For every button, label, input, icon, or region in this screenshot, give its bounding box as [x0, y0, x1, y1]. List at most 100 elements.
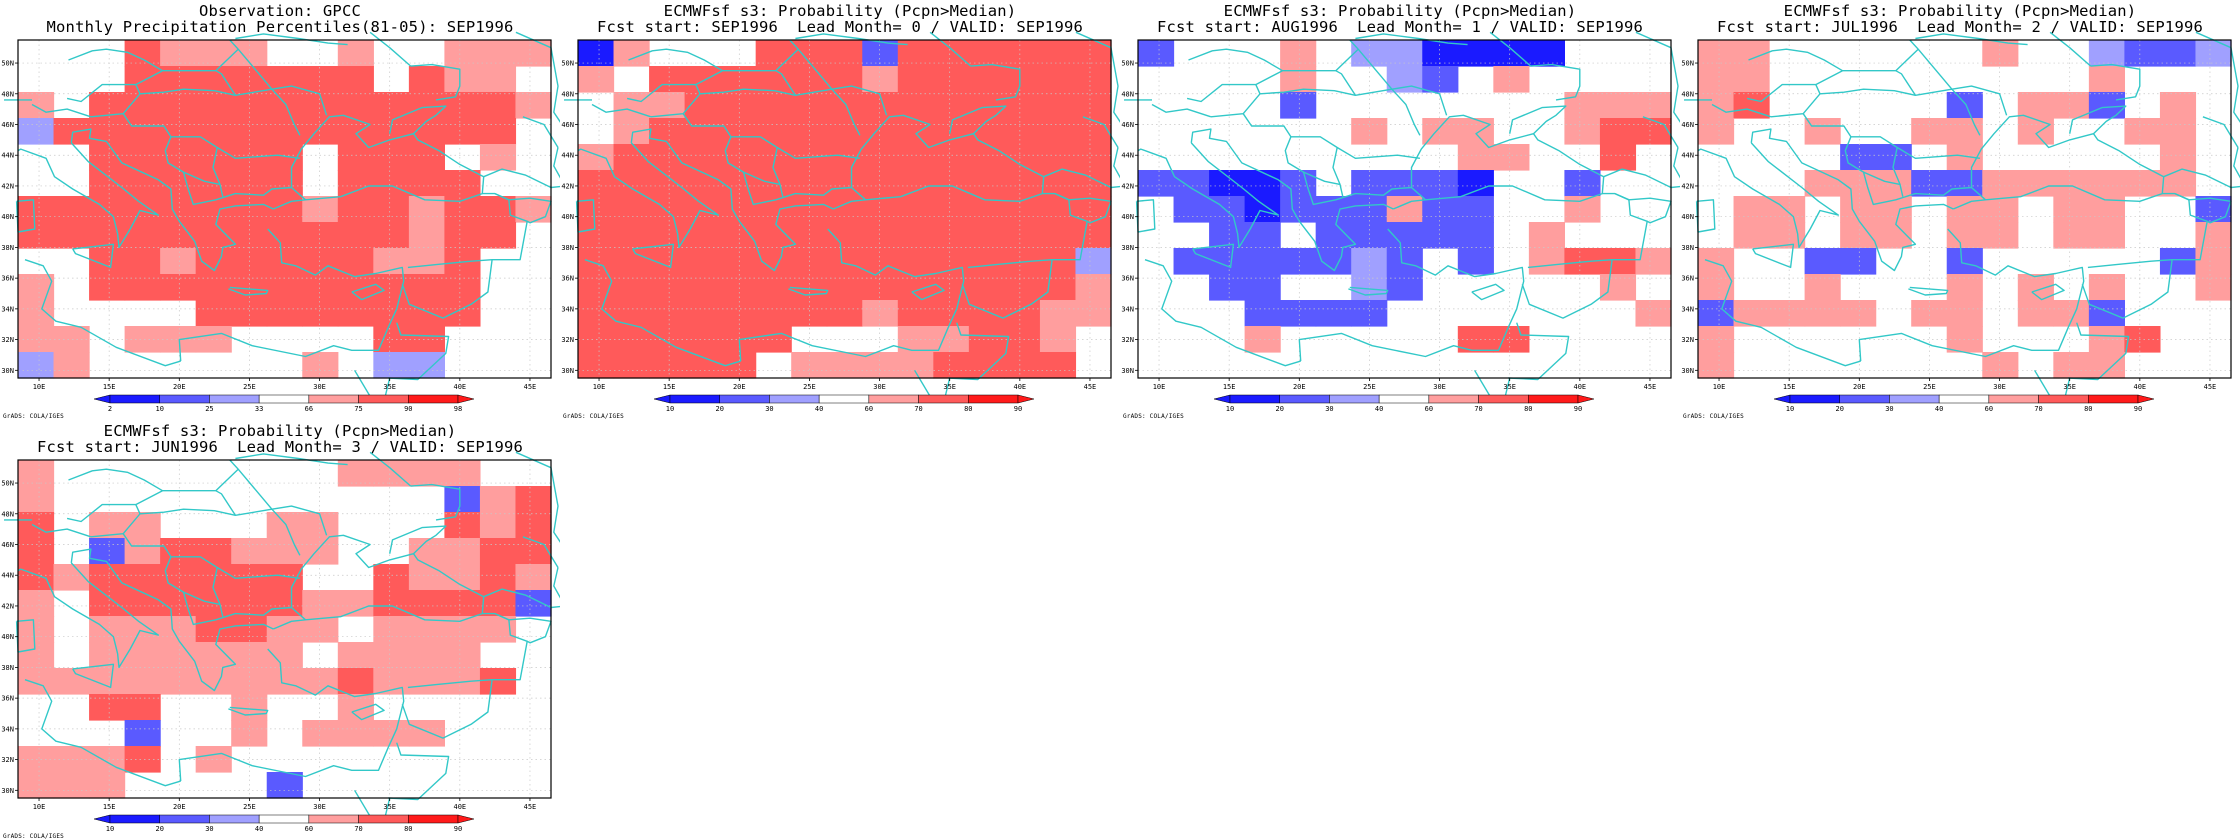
grid-cell: [444, 538, 481, 565]
colorbar-label: 66: [305, 405, 313, 413]
grid-cell: [231, 196, 268, 223]
colorbar-label: 10: [106, 825, 114, 833]
coastline: [1043, 168, 1120, 189]
coastline: [695, 69, 776, 95]
grid-cell: [826, 40, 863, 67]
grid-cell: [408, 590, 445, 617]
grid-cell: [231, 616, 268, 643]
grid-cell: [444, 92, 481, 119]
coastline: [1471, 283, 1505, 301]
grid-cell: [1004, 352, 1041, 379]
grid-cell: [444, 170, 481, 197]
coastline: [369, 451, 412, 487]
grads-credit: GrADS: COLA/IGES: [3, 833, 64, 840]
grid-cell: [160, 274, 197, 301]
grid-cell: [2124, 170, 2161, 197]
grid-cell: [408, 300, 445, 327]
graticule: [1698, 40, 2231, 378]
colorbar-segment: [1378, 394, 1430, 404]
grid-cell: [1004, 274, 1041, 301]
lat-tick-label: 30N: [1, 367, 14, 375]
grid-cell: [1733, 196, 1770, 223]
grid-cell: [1457, 118, 1494, 145]
axis-labels: 10E 15E 20E 25E 30E 35E 40E 45E 30N 32N 34N 36N 38N 4…: [1, 480, 536, 811]
lat-tick-label: 48N: [1681, 90, 1694, 98]
grid-cell: [968, 300, 1005, 327]
colorbar-label: 80: [2084, 405, 2092, 413]
grid-cell: [862, 144, 899, 171]
colorbar-high-arrow: [457, 394, 475, 404]
colorbar-label: 30: [1885, 405, 1893, 413]
grid-cell: [1635, 300, 1672, 327]
colorbar-segment: [358, 394, 409, 404]
grid-cell: [1039, 92, 1077, 119]
coastline: [389, 105, 447, 135]
lat-tick-label: 46N: [1, 121, 14, 129]
coastline: [1137, 142, 1280, 249]
grid-cell: [578, 40, 615, 67]
lon-tick-label: 25E: [243, 803, 256, 811]
grid-cell: [1982, 196, 2019, 223]
coastlines: [564, 31, 1120, 402]
grid-cell: [1635, 92, 1672, 119]
colorbar-label: 90: [454, 825, 462, 833]
grid-cell: [1564, 118, 1601, 145]
colorbar-label: 20: [1835, 405, 1843, 413]
graticule: [1138, 40, 1671, 378]
coastline: [273, 534, 485, 630]
map-frame: [1137, 39, 1672, 379]
grid-cell: [826, 92, 863, 119]
lon-tick-label: 35E: [1503, 383, 1516, 391]
coastline: [122, 533, 300, 580]
grid-cell: [337, 170, 374, 197]
grid-cell: [1386, 40, 1423, 67]
colorbar-segment: [769, 394, 820, 404]
coastline: [1242, 113, 1420, 160]
grid-cell: [1840, 170, 1877, 197]
grid-cell: [649, 66, 686, 93]
lat-tick-label: 42N: [1121, 182, 1134, 190]
grid-cell: [337, 118, 374, 145]
colorbar-high-arrow: [1017, 394, 1035, 404]
lat-tick-label: 36N: [1, 275, 14, 283]
lat-tick-label: 38N: [1, 244, 14, 252]
lat-tick-label: 48N: [1, 90, 14, 98]
grid-cell: [684, 118, 721, 145]
graticule: [18, 460, 551, 798]
grid-cell: [266, 300, 303, 327]
lon-tick-label: 20E: [1853, 383, 1866, 391]
colorbar-label: 2: [108, 405, 112, 413]
grid-cell: [2053, 300, 2090, 327]
lon-tick-label: 10E: [33, 383, 46, 391]
grid-cell: [337, 92, 374, 119]
lon-tick-label: 15E: [1223, 383, 1236, 391]
coastline: [1711, 103, 1772, 118]
grid-cell: [373, 92, 410, 119]
grid-cell: [444, 222, 481, 249]
panel-title: ECMWFsf s3: Probability (Pcpn>Median) Fc…: [1716, 2, 2204, 36]
coastline: [522, 536, 559, 568]
grid-cell: [2053, 352, 2090, 379]
grid-cell: [1422, 196, 1459, 223]
coastline: [1746, 83, 1816, 103]
coastline: [271, 88, 301, 136]
grid-cell: [479, 144, 517, 171]
grid-cell: [124, 668, 161, 695]
grid-cell: [89, 616, 126, 643]
grid-cell: [2088, 66, 2125, 93]
colorbar-label: 20: [715, 405, 723, 413]
grid-cell: [2124, 326, 2161, 353]
grid-cell: [649, 352, 686, 379]
grid-cell: [124, 616, 161, 643]
colorbar-segment: [2038, 394, 2089, 404]
grid-cell: [1173, 196, 1210, 223]
grid-cell: [18, 92, 55, 119]
colorbar-segment: [2088, 394, 2139, 404]
lon-tick-label: 15E: [1783, 383, 1796, 391]
grid-cell: [862, 300, 899, 327]
colorbar-label: 33: [255, 405, 263, 413]
grid-cell: [968, 222, 1005, 249]
colorbar-label: 40: [1375, 405, 1383, 413]
lat-tick-label: 50N: [1121, 60, 1134, 68]
lon-tick-label: 40E: [1014, 383, 1027, 391]
